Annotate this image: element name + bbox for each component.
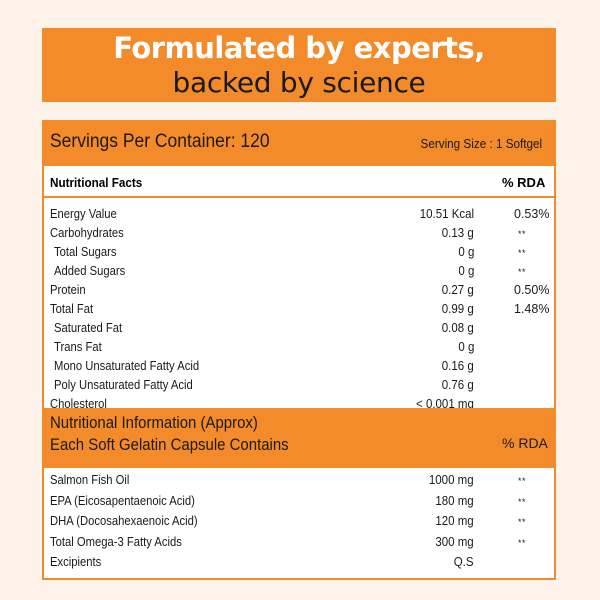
table-row: Total Sugars 0 g ** [44, 243, 554, 262]
row-value: Q.S [454, 555, 474, 569]
row-name: Salmon Fish Oil [50, 473, 130, 487]
table-row: DHA (Docosahexaenoic Acid) 120 mg ** [44, 512, 554, 531]
row-value: 0 g [458, 264, 474, 278]
row-rda: ** [518, 537, 527, 548]
row-value: 0.76 g [442, 378, 474, 392]
row-value: 300 mg [435, 534, 474, 549]
row-value: 0.27 g [442, 283, 474, 297]
row-name: Protein [50, 283, 86, 297]
table-row: Mono Unsaturated Fatty Acid 0.16 g [44, 357, 554, 376]
capsule-info-subtitle: Each Soft Gelatin Capsule Contains [50, 435, 289, 454]
row-value: 0.16 g [442, 359, 474, 373]
row-value: 1000 mg [429, 473, 474, 487]
table-row: Trans Fat 0 g [44, 338, 554, 357]
row-value: 0.13 g [442, 226, 474, 240]
row-name: Carbohydrates [50, 226, 124, 240]
table-row: Added Sugars 0 g ** [44, 262, 554, 281]
row-name: Total Omega-3 Fatty Acids [50, 534, 182, 549]
servings-band: Servings Per Container: 120 Serving Size… [44, 122, 554, 166]
row-name: Saturated Fat [54, 321, 123, 335]
table-row: Carbohydrates 0.13 g ** [44, 224, 554, 243]
row-value: 10.51 Kcal [419, 207, 474, 221]
row-rda: ** [518, 267, 527, 277]
nutrition-table: Servings Per Container: 120 Serving Size… [42, 120, 556, 580]
table-row: Cholesterol < 0.001 mg [44, 395, 554, 414]
capsule-info-rda: % RDA [502, 435, 548, 451]
row-value: 0.08 g [442, 321, 474, 335]
row-name: Excipients [50, 555, 102, 569]
row-name: Energy Value [50, 207, 117, 221]
row-rda: ** [518, 476, 527, 486]
row-rda: 0.53% [514, 207, 550, 221]
row-name: EPA (Eicosapentaenoic Acid) [50, 493, 195, 508]
row-value: 180 mg [435, 493, 474, 508]
table-row: Total Fat 0.99 g 1.48% [44, 300, 554, 319]
row-rda: ** [518, 248, 527, 258]
row-rda: ** [518, 517, 527, 527]
capsule-info-band: Nutritional Information (Approx) Each So… [44, 408, 554, 468]
table-row: Energy Value 10.51 Kcal 0.53% [44, 205, 554, 224]
headline-line-2: backed by science [172, 66, 426, 99]
facts-header-label: Nutritional Facts [50, 175, 143, 190]
row-value: 0 g [458, 245, 474, 259]
headline-line-1: Formulated by experts, [113, 31, 485, 65]
row-name: Mono Unsaturated Fatty Acid [54, 359, 200, 373]
row-name: Total Fat [50, 302, 94, 316]
row-value: < 0.001 mg [416, 397, 474, 411]
table-row: EPA (Eicosapentaenoic Acid) 180 mg ** [44, 492, 554, 511]
row-name: Total Sugars [54, 245, 117, 259]
row-name: Poly Unsaturated Fatty Acid [54, 378, 193, 392]
row-name: Trans Fat [54, 340, 102, 354]
row-name: Added Sugars [54, 264, 126, 278]
facts-header: Nutritional Facts % RDA [44, 168, 554, 198]
serving-size: Serving Size : 1 Softgel [420, 136, 542, 151]
row-value: 0 g [458, 340, 474, 354]
table-row: Poly Unsaturated Fatty Acid 0.76 g [44, 376, 554, 395]
capsule-info-title: Nutritional Information (Approx) [50, 413, 258, 432]
row-rda: ** [518, 496, 527, 507]
headline-banner: Formulated by experts, backed by science [42, 28, 556, 102]
servings-per-container: Servings Per Container: 120 [50, 131, 270, 152]
row-rda: ** [518, 229, 527, 239]
facts-header-rda: % RDA [502, 175, 546, 190]
table-row: Salmon Fish Oil 1000 mg ** [44, 471, 554, 490]
row-value: 120 mg [435, 514, 474, 528]
row-name: DHA (Docosahexaenoic Acid) [50, 514, 198, 528]
row-rda: 0.50% [514, 283, 550, 297]
table-row: Saturated Fat 0.08 g [44, 319, 554, 338]
row-value: 0.99 g [442, 302, 474, 316]
row-name: Cholesterol [50, 397, 107, 411]
table-row: Protein 0.27 g 0.50% [44, 281, 554, 300]
table-row: Total Omega-3 Fatty Acids 300 mg ** [44, 533, 554, 552]
table-row: Excipients Q.S [44, 553, 554, 572]
row-rda: 1.48% [514, 302, 550, 316]
